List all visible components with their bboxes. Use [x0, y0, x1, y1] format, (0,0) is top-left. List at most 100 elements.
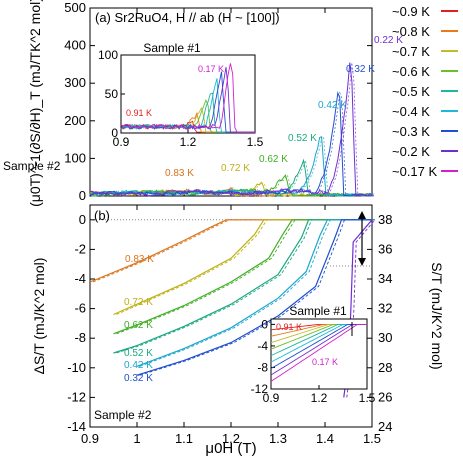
- inset-y-tick-label: -12: [251, 382, 269, 396]
- annotation-label: 0.42 K: [318, 100, 347, 111]
- series-line: [113, 219, 372, 335]
- y-axis-label-a: (μ0T)^-1(∂S/∂H)_T (mJ/TK^2 mol): [27, 0, 43, 207]
- sample-label: Sample #2: [94, 408, 152, 422]
- annotation-label: 0.72 K: [221, 163, 250, 174]
- series-line-dashed: [116, 219, 375, 315]
- inset-series-line: [120, 63, 255, 133]
- annotation-label: 0.52 K: [288, 133, 317, 144]
- inset-y-tick-label: 50: [105, 87, 119, 101]
- legend-label: ~0.8 K: [392, 24, 430, 39]
- legend-label: ~0.7 K: [392, 44, 430, 59]
- inset-y-tick-label: -4: [257, 339, 268, 353]
- y-tick-label: -6: [74, 301, 86, 316]
- y-tick-label: -4: [74, 271, 86, 286]
- panel-a-title: (a) Sr2RuO4, H // ab (H ~ [100]): [95, 10, 280, 25]
- series-line-dashed: [116, 219, 375, 335]
- y-tick-label: -8: [74, 330, 86, 345]
- legend-label: ~0.17 K: [392, 164, 438, 179]
- inset-sample-label: Sample #1: [289, 304, 347, 318]
- inset-annotation: 0.17 K: [198, 64, 224, 74]
- arrow-head: [358, 211, 366, 219]
- arrow-head: [358, 258, 366, 266]
- legend-label: ~0.2 K: [392, 144, 430, 159]
- inset-series-line: [270, 323, 367, 382]
- inset-x-tick-label: 0.9: [113, 135, 130, 149]
- y-tick-label-right: 36: [378, 241, 392, 256]
- x-tick-label: 1.5: [363, 431, 381, 446]
- sample-label: Sample #2: [3, 159, 61, 173]
- inset-series-line: [270, 323, 367, 376]
- y-tick-label: -2: [74, 241, 86, 256]
- y-tick-label-right: 32: [378, 301, 392, 316]
- annotation-label: 0.62 K: [259, 154, 288, 165]
- y-tick-label: -14: [67, 419, 86, 434]
- x-tick-label: 1.3: [269, 431, 287, 446]
- y-tick-label: -10: [67, 360, 86, 375]
- y-tick-label: -12: [67, 389, 86, 404]
- x-tick-label: 0.9: [81, 431, 99, 446]
- annotation-label: 0.42 K: [124, 360, 153, 371]
- y-tick-label: 0: [79, 188, 86, 203]
- inset-x-tick-label: 1.5: [247, 135, 264, 149]
- inset-a-frame: [120, 54, 256, 134]
- inset-a: 0 50 100 0.9 1.2 1.5 Sample #1 0.91 K 0.17 K: [98, 41, 264, 149]
- annotation-label: 0.32 K: [346, 64, 375, 75]
- y-axis-label-right: S/T (mJ/K^2 mol): [429, 262, 445, 369]
- inset-y-tick-label: -8: [257, 360, 268, 374]
- y-tick-label: 400: [64, 38, 86, 53]
- inset-x-tick-label: 0.9: [263, 391, 280, 405]
- annotation-label: 0.83 K: [165, 168, 194, 179]
- y-tick-label-right: 38: [378, 212, 392, 227]
- inset-y-tick-label: 100: [98, 48, 118, 62]
- y-tick-label-right: 26: [378, 389, 392, 404]
- y-tick-label: 500: [64, 0, 86, 15]
- annotation-label: 0.72 K: [124, 297, 153, 308]
- x-tick-label: 1.1: [175, 431, 193, 446]
- y-tick-label: 200: [64, 113, 86, 128]
- x-tick-label: 1.2: [222, 431, 240, 446]
- series-line-dashed: [139, 219, 375, 367]
- x-axis-label: μ0H (T): [205, 440, 256, 457]
- inset-x-tick-label: 1.5: [359, 391, 376, 405]
- series-line: [89, 135, 372, 197]
- panel-b-tag: (b): [94, 208, 110, 223]
- inset-y-tick-label: 0: [261, 317, 268, 331]
- y-tick-label-right: 24: [378, 419, 392, 434]
- legend-label: ~0.6 K: [392, 64, 430, 79]
- x-tick-label: 1.4: [316, 431, 334, 446]
- series-line-dashed: [116, 219, 375, 354]
- axis-labels: μ0H (T) (μ0T)^-1(∂S/∂H)_T (mJ/TK^2 mol) ΔS…: [27, 0, 445, 457]
- inset-annotation: 0.17 K: [312, 357, 338, 367]
- inset-y-tick-label: 0: [111, 126, 118, 140]
- series-line: [136, 219, 372, 376]
- y-tick-label-right: 30: [378, 330, 392, 345]
- annotation-label: 0.83 K: [125, 254, 154, 265]
- x-tick-label: 1: [133, 431, 140, 446]
- series-line: [113, 219, 372, 316]
- annotation-label: 0.22 K: [374, 35, 403, 46]
- y-axis-label-b: ΔS/T (mJ/K^2 mol): [31, 258, 47, 375]
- inset-annotation: 0.91 K: [126, 108, 152, 118]
- y-tick-label-right: 34: [378, 271, 392, 286]
- y-tick-label: 100: [64, 150, 86, 165]
- inset-annotation: 0.91 K: [276, 322, 302, 332]
- legend-label: ~0.5 K: [392, 84, 430, 99]
- panel-b: 0 38 -2 36 -4 34 -6 32 -8 30 -10 28 -12 26 -14 24 0.9 1 1.…: [67, 204, 392, 446]
- series-line: [136, 219, 372, 367]
- legend-label: ~0.4 K: [392, 104, 430, 119]
- inset-sample-label: Sample #1: [143, 41, 201, 55]
- inset-x-tick-label: 1.2: [180, 135, 197, 149]
- annotation-label: 0.62 K: [124, 320, 153, 331]
- y-tick-label: 0: [79, 212, 86, 227]
- y-tick-label-right: 28: [378, 360, 392, 375]
- series-line-dashed: [92, 219, 375, 283]
- y-tick-label: 300: [64, 75, 86, 90]
- inset-b: 0 -4 -8 -120.9 1.2 1.5 Sample #1 0.91 K 0.17 K: [251, 304, 376, 405]
- legend-label: ~0.9 K: [392, 4, 430, 19]
- inset-series-line: [270, 323, 367, 369]
- legend: ~0.9 K ~0.8 K ~0.7 K ~0.6 K ~0.5 K ~0.4 K ~0.3…: [392, 4, 458, 179]
- series-line-dashed: [91, 187, 375, 197]
- series-line-dashed: [139, 219, 375, 376]
